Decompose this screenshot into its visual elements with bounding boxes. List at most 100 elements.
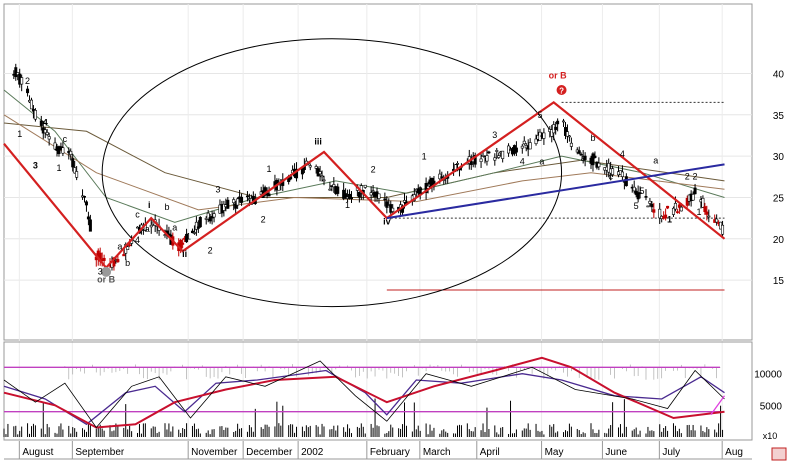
wave-label: 3 <box>98 266 103 276</box>
x-tick-label: November <box>191 447 238 458</box>
price-bar-body <box>705 211 709 215</box>
price-tick-label: 20 <box>773 235 785 246</box>
price-bar-body <box>648 200 652 204</box>
price-bar-body <box>61 147 65 154</box>
price-bar-body <box>234 203 238 209</box>
price-bar-body <box>185 233 189 243</box>
price-bar-body <box>479 158 483 162</box>
price-bar-body <box>666 205 670 209</box>
wave-label: a <box>653 156 658 166</box>
price-bar-body <box>88 219 92 232</box>
price-bar-body <box>703 206 707 213</box>
price-bar-body <box>328 188 332 191</box>
wave-label: 4 <box>620 149 625 159</box>
price-bar-body <box>522 140 526 145</box>
price-bar-body <box>391 207 395 212</box>
price-bar-body <box>679 206 683 212</box>
wave-label: 2 <box>371 165 376 175</box>
price-bar-body <box>308 165 312 168</box>
x-tick-label: April <box>480 447 500 458</box>
x-tick-label: December <box>246 447 293 458</box>
price-bar-body <box>652 209 656 213</box>
price-bar-body <box>332 184 336 188</box>
wave-label: 1 <box>267 164 272 174</box>
price-bar-body <box>192 232 196 234</box>
price-bar-body <box>485 155 489 162</box>
price-bar-body <box>514 147 518 153</box>
price-tick-label: 40 <box>773 69 785 80</box>
price-bar-body <box>69 150 73 155</box>
price-bar-body <box>677 204 681 208</box>
x-tick-label: March <box>423 447 451 458</box>
trendline <box>386 163 725 220</box>
price-bar-body <box>71 158 75 168</box>
price-bar-body <box>497 155 501 158</box>
price-bar-body <box>534 138 538 144</box>
pivot-marker <box>556 84 567 95</box>
price-bar-body <box>236 198 240 206</box>
wave-label: 3 <box>492 130 497 140</box>
x-tick-label: July <box>662 447 680 458</box>
price-bar-body <box>562 120 566 123</box>
indicator-panel: 5000 10000 x10 <box>3 341 782 441</box>
indicator-frame <box>3 341 753 441</box>
price-bar-body <box>693 187 697 195</box>
price-bar-body <box>39 120 43 126</box>
price-bar-body <box>149 224 153 228</box>
price-bar-body <box>495 150 499 152</box>
price-bar-body <box>240 196 244 203</box>
price-bar-body <box>673 203 677 210</box>
price-bar-body <box>33 110 37 120</box>
wave-label: 4 <box>520 156 525 166</box>
price-bar-body <box>707 215 711 218</box>
price-bar-body <box>295 168 299 179</box>
price-bar-body <box>318 171 322 175</box>
price-bar-body <box>620 171 624 177</box>
price-bar-body <box>383 198 387 201</box>
price-bar-body <box>29 99 33 110</box>
price-bar-body <box>611 168 615 175</box>
price-bar-body <box>685 198 689 206</box>
price-bar-body <box>473 154 477 165</box>
price-bar-body <box>577 150 581 154</box>
wave-label: 5 <box>634 201 639 211</box>
wave-label: iv <box>383 217 391 227</box>
price-bar-body <box>208 217 212 222</box>
price-bar-body <box>597 162 601 168</box>
price-bar-body <box>363 184 367 188</box>
price-bar-body <box>277 184 281 191</box>
price-bar-body <box>542 132 546 139</box>
wave-label: 2 <box>261 214 266 224</box>
price-bar-body <box>377 193 381 199</box>
price-bar-body <box>481 155 485 157</box>
wave-label: 1 <box>422 151 427 161</box>
price-bar-body <box>501 150 505 159</box>
price-bar-body <box>45 132 49 135</box>
wave-label: c <box>135 209 140 219</box>
price-bar-body <box>528 142 532 150</box>
wave-label: b <box>164 202 169 212</box>
price-bar-body <box>644 196 648 198</box>
wave-label: 1 <box>696 207 701 217</box>
wave-label: 2 <box>418 185 423 195</box>
price-bar-body <box>102 257 106 261</box>
price-bar-body <box>369 192 373 196</box>
price-bar-body <box>349 197 353 200</box>
wave-label: 2 <box>25 76 30 86</box>
price-bar-body <box>57 146 61 154</box>
price-bar-body <box>344 193 348 199</box>
price-bar-body <box>520 145 524 149</box>
wave-label: a <box>581 153 586 163</box>
price-bar-body <box>357 191 361 198</box>
price-bar-body <box>232 199 236 204</box>
price-bar-body <box>567 135 571 138</box>
x-tick-label: Aug <box>725 447 743 458</box>
wave-label: 1 <box>186 232 191 242</box>
price-bar-body <box>556 120 560 125</box>
price-tick-label: 30 <box>773 152 785 163</box>
price-bar-body <box>181 242 185 245</box>
wave-label: i <box>148 200 151 210</box>
wave-label: 2 <box>693 171 698 181</box>
